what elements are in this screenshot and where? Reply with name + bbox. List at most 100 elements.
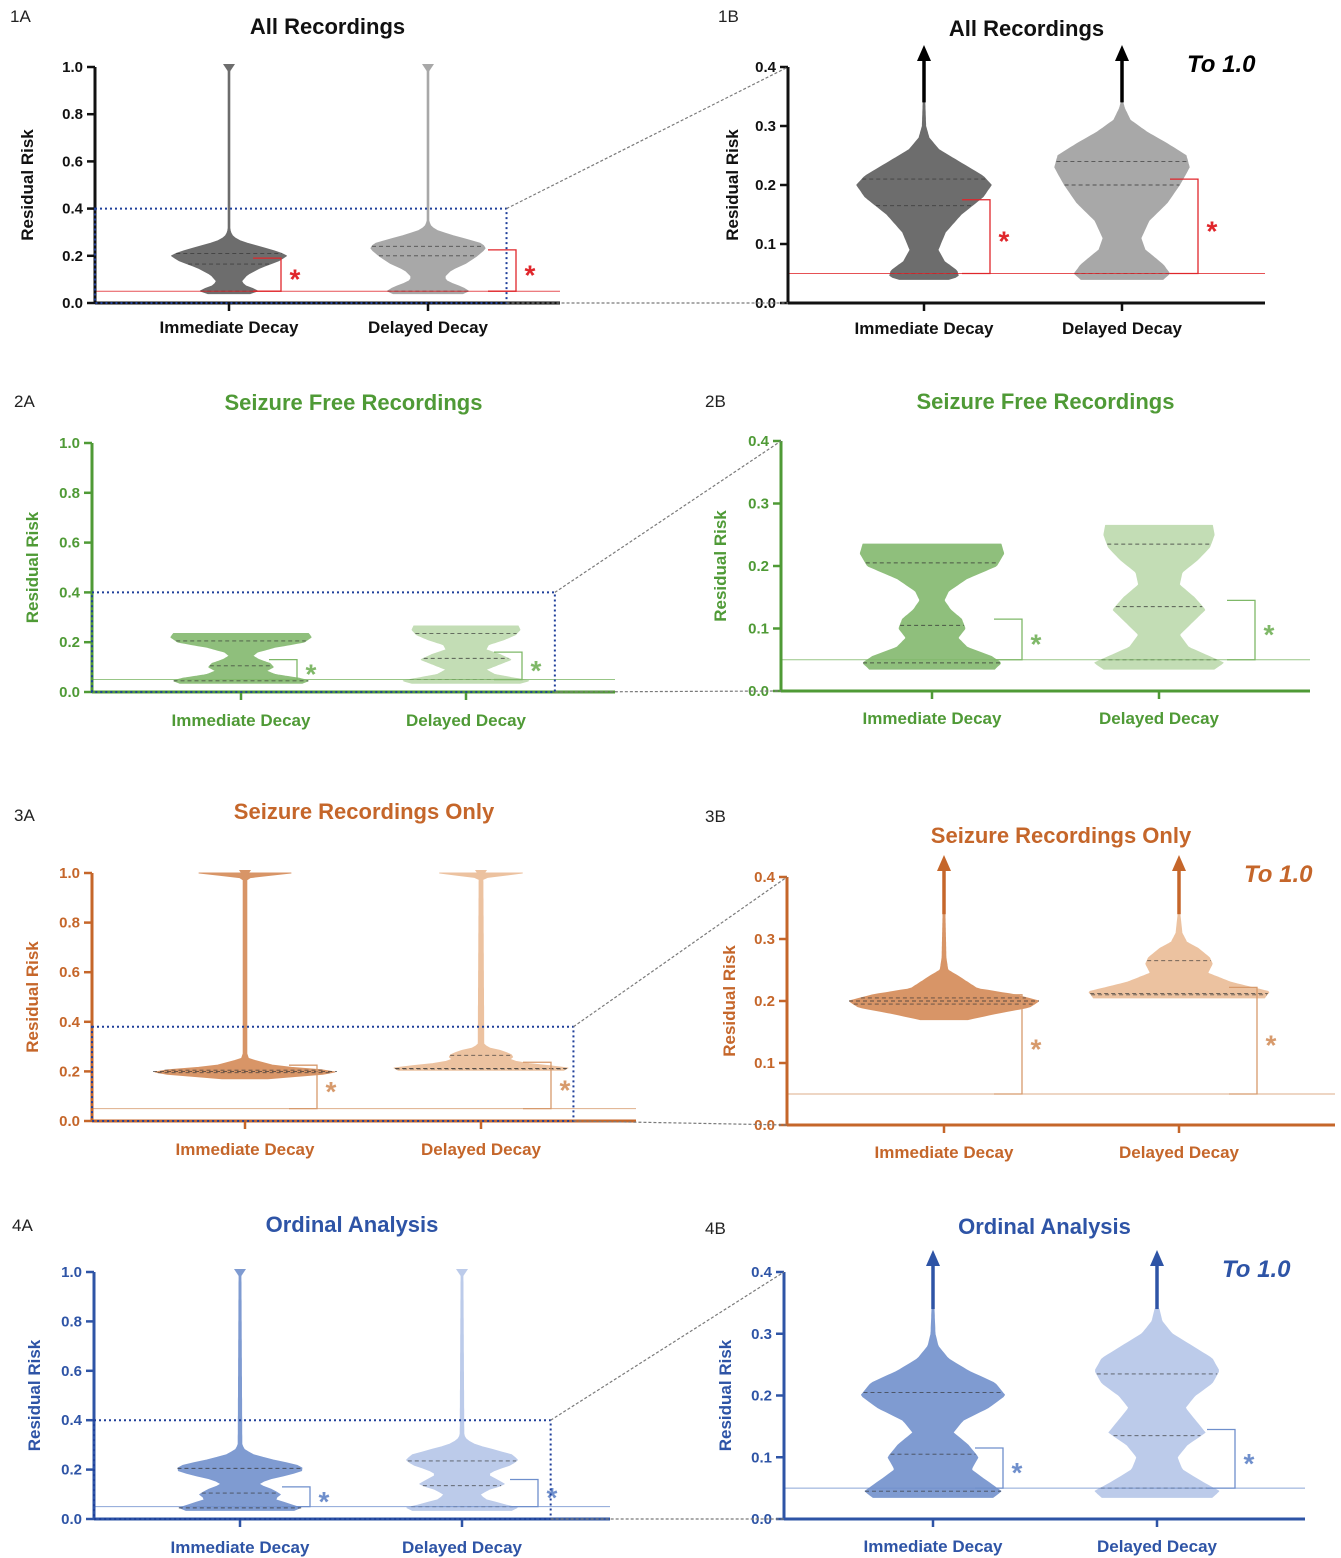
y-tick-label: 0.4: [748, 433, 770, 450]
violin-max-cap: [234, 1269, 246, 1278]
panel-2a: 2A Seizure Free Recordings Residual Risk * *…: [14, 390, 615, 730]
zoom-connector-top: [550, 1271, 785, 1421]
x-tick-label: Immediate Decay: [171, 1538, 310, 1557]
y-tick-label: 0.2: [755, 177, 776, 194]
violin-max-cap: [239, 870, 251, 879]
violin-delayed: [1088, 913, 1270, 999]
significance-star: *: [306, 659, 317, 690]
zoom-connector-top: [554, 440, 782, 593]
panel-1b: 1B All Recordings Residual Risk * * To 1.0 0.0…: [718, 7, 1265, 338]
x-tick-label: Delayed Decay: [368, 318, 489, 337]
zoom-box: [93, 1419, 552, 1520]
y-tick-label: 0.2: [751, 1388, 772, 1405]
significance-bracket: [1229, 986, 1258, 1095]
chart-title: All Recordings: [949, 16, 1104, 41]
x-tick-label: Immediate Decay: [864, 1537, 1003, 1556]
significance-star: *: [1031, 628, 1042, 659]
zoom-connector-top: [506, 66, 789, 210]
y-tick-label: 0.4: [59, 584, 81, 601]
panel-label: 2B: [705, 392, 726, 411]
y-tick-label: 0.2: [748, 558, 769, 575]
significance-star: *: [531, 655, 542, 686]
violin-immediate: [859, 543, 1005, 670]
y-tick-label: 0.3: [748, 496, 769, 513]
y-tick-label: 0.8: [59, 915, 80, 932]
x-tick-label: Immediate Decay: [176, 1140, 315, 1159]
significance-star: *: [999, 226, 1010, 257]
to-max-arrow-head: [1150, 1250, 1164, 1266]
y-tick-label: 0.6: [62, 153, 83, 170]
y-axis-label: Residual Risk: [18, 129, 37, 241]
x-tick-label: Immediate Decay: [863, 709, 1002, 728]
violin-immediate: [861, 1308, 1005, 1498]
violin-delayed: [402, 625, 530, 684]
y-tick-label: 0.0: [755, 295, 776, 312]
y-tick-label: 0.8: [59, 485, 80, 502]
x-tick-label: Delayed Decay: [1062, 319, 1183, 338]
y-tick-label: 0.2: [59, 1063, 80, 1080]
significance-bracket: [1227, 599, 1256, 661]
y-tick-label: 0.4: [59, 1014, 81, 1031]
violin-immediate: [171, 66, 287, 295]
y-tick-label: 0.3: [754, 931, 775, 948]
y-tick-label: 0.1: [751, 1449, 772, 1466]
y-tick-label: 1.0: [59, 435, 80, 452]
significance-star: *: [1031, 1033, 1042, 1064]
y-tick-label: 0.8: [61, 1313, 82, 1330]
chart-title: Ordinal Analysis: [266, 1212, 439, 1237]
zoom-box: [91, 1025, 575, 1123]
y-tick-label: 1.0: [59, 865, 80, 882]
x-tick-label: Delayed Decay: [406, 711, 527, 730]
panel-2b: 2B Seizure Free Recordings Residual Risk * *…: [705, 389, 1310, 728]
violin-max-cap: [475, 870, 487, 879]
violin-delayed: [393, 872, 569, 1071]
zoom-connector-top: [573, 876, 788, 1028]
y-tick-label: 0.0: [62, 295, 83, 312]
panel-4b: 4B Ordinal Analysis Residual Risk * * To 1.0 0…: [705, 1214, 1305, 1556]
y-tick-label: 0.6: [59, 535, 80, 552]
panel-1a: 1A All Recordings Residual Risk * * 0.0 0.2 0.4…: [10, 7, 560, 337]
arrow-note: To 1.0: [1244, 861, 1313, 888]
x-tick-label: Immediate Decay: [875, 1143, 1014, 1162]
y-axis-label: Residual Risk: [711, 510, 730, 622]
significance-star: *: [1244, 1448, 1255, 1479]
y-tick-label: 1.0: [62, 59, 83, 76]
significance-bracket: [488, 249, 517, 292]
x-tick-label: Immediate Decay: [160, 318, 299, 337]
y-tick-label: 0.1: [748, 621, 769, 638]
panel-label: 4B: [705, 1219, 726, 1238]
significance-star: *: [1207, 215, 1218, 246]
chart-title: Seizure Recordings Only: [931, 823, 1192, 848]
y-tick-label: 0.4: [751, 1264, 773, 1281]
arrow-note: To 1.0: [1187, 51, 1256, 78]
x-tick-label: Immediate Decay: [855, 319, 994, 338]
significance-star: *: [560, 1074, 571, 1105]
y-axis-label: Residual Risk: [720, 945, 739, 1057]
chart-title: Seizure Recordings Only: [234, 799, 495, 824]
violin-delayed: [370, 66, 486, 295]
y-tick-label: 0.2: [62, 248, 83, 265]
panel-3a: 3A Seizure Recordings Only Residual Risk * *…: [14, 799, 636, 1159]
y-tick-label: 0.3: [751, 1326, 772, 1343]
y-axis-label: Residual Risk: [723, 129, 742, 241]
significance-star: *: [326, 1076, 337, 1107]
violin-immediate: [177, 1271, 303, 1511]
chart-title: Ordinal Analysis: [958, 1214, 1131, 1239]
panel-label: 2A: [14, 392, 35, 411]
y-tick-label: 0.4: [755, 59, 777, 76]
violin-max-cap: [456, 1269, 468, 1278]
panel-label: 4A: [12, 1216, 33, 1235]
to-max-arrow-head: [926, 1250, 940, 1266]
y-tick-label: 0.2: [59, 634, 80, 651]
y-axis-label: Residual Risk: [23, 941, 42, 1053]
y-tick-label: 0.4: [62, 201, 84, 218]
x-tick-label: Delayed Decay: [402, 1538, 523, 1557]
y-tick-label: 0.2: [61, 1462, 82, 1479]
significance-star: *: [290, 264, 301, 295]
y-tick-label: 0.0: [59, 1113, 80, 1130]
x-tick-label: Immediate Decay: [172, 711, 311, 730]
significance-star: *: [525, 260, 536, 291]
violin-delayed: [1094, 524, 1224, 670]
to-max-arrow-head: [917, 45, 931, 61]
panel-4a: 4A Ordinal Analysis Residual Risk * * 0.0 0.2 0…: [12, 1212, 610, 1557]
